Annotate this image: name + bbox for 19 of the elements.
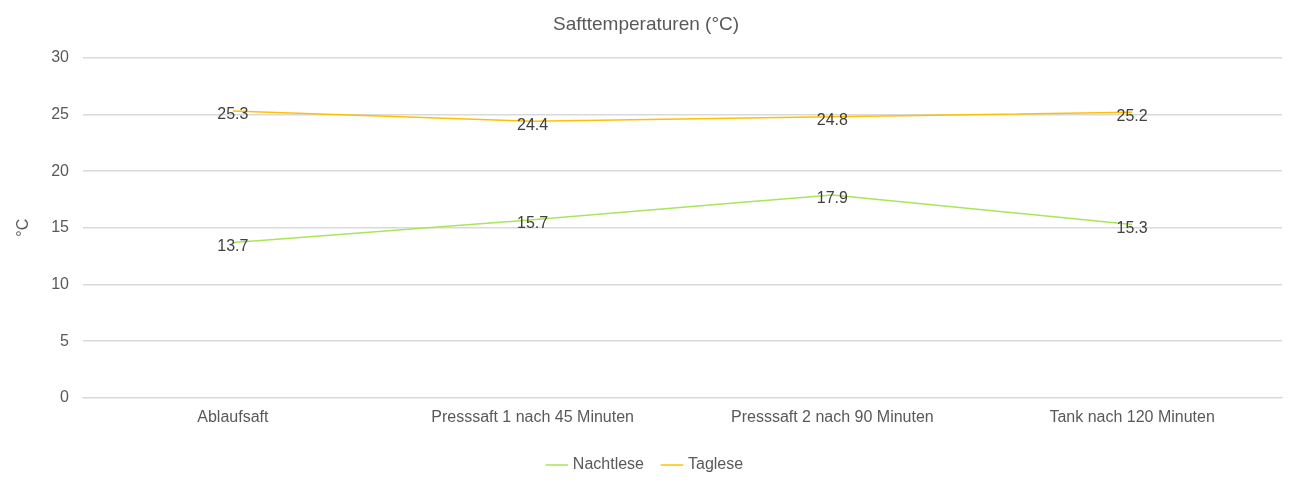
data-label: 15.3 — [1116, 218, 1148, 236]
y-tick-label: 0 — [60, 388, 70, 406]
y-tick-label: 10 — [51, 274, 70, 292]
x-tick-label: Ablaufsaft — [197, 407, 270, 425]
legend-label: Taglese — [688, 455, 744, 473]
x-tick-label: Presssaft 2 nach 90 Minuten — [730, 407, 934, 425]
data-label: 13.7 — [217, 236, 249, 254]
y-axis-title: °C — [14, 218, 32, 237]
data-label: 25.2 — [1116, 106, 1148, 124]
y-tick-label: 20 — [51, 161, 70, 179]
legend-label: Nachtlese — [572, 455, 645, 473]
y-tick-label: 30 — [51, 48, 70, 66]
chart-title: Safttemperaturen (°C) — [552, 12, 740, 34]
y-tick-label: 5 — [60, 331, 70, 349]
data-label: 25.3 — [217, 105, 249, 123]
x-tick-label: Tank nach 120 Minuten — [1049, 407, 1215, 425]
y-tick-label: 15 — [51, 218, 70, 236]
y-tick-label: 25 — [51, 104, 70, 122]
x-tick-label: Presssaft 1 nach 45 Minuten — [431, 407, 635, 425]
